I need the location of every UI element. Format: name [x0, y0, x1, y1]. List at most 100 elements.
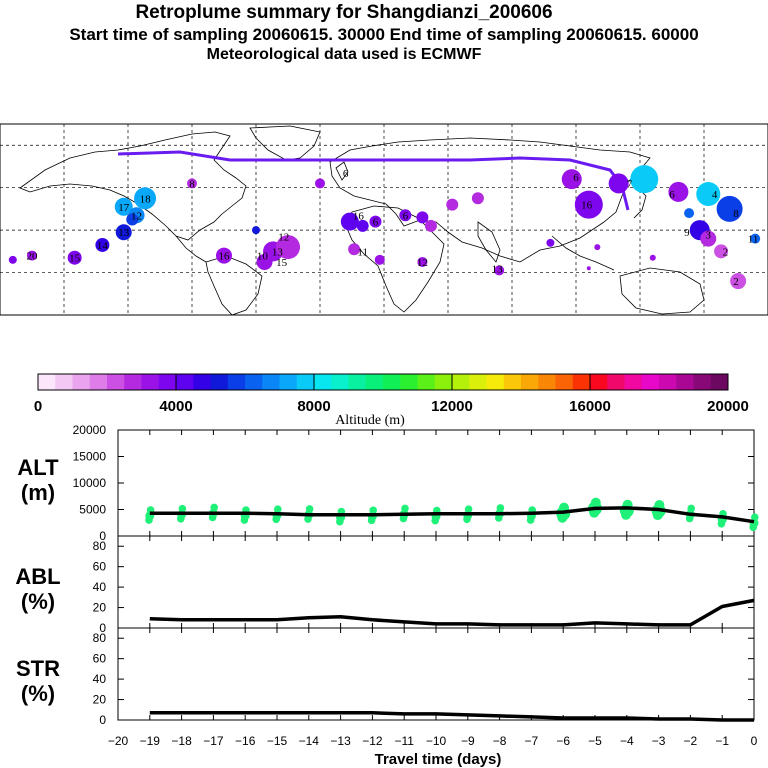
plume-point: [494, 265, 505, 276]
x-tick-label: −3: [652, 734, 666, 748]
altitude-scatter-point: [751, 513, 759, 521]
colorbar-cell: [383, 374, 401, 390]
y-tick-label: 10000: [73, 476, 107, 490]
colorbar-cell: [417, 374, 436, 390]
series-line-abl: [149, 598, 755, 627]
x-tick-label: −10: [426, 734, 447, 748]
plume-point: [252, 226, 260, 235]
colorbar-tick-label: 20000: [707, 398, 749, 415]
colorbar-tick-label: 8000: [297, 398, 330, 415]
plume-day-label: 13: [492, 263, 504, 275]
y-tick-label: 15000: [73, 450, 107, 464]
x-tick-label: −9: [461, 734, 475, 748]
y-tick-label: 80: [93, 539, 107, 553]
colorbar-cell: [348, 374, 367, 390]
plume-day-label: 2: [723, 246, 729, 258]
y-tick-label: 60: [93, 652, 107, 666]
panel-label-alt: ALT: [17, 455, 59, 480]
colorbar-cell: [193, 374, 211, 390]
y-tick-label: 80: [93, 631, 107, 645]
plume-point: [424, 219, 437, 232]
plume-day-label: 14: [97, 240, 109, 252]
x-tick-label: −8: [493, 734, 507, 748]
plume-day-label: 7: [627, 178, 633, 190]
plume-point: [417, 256, 428, 267]
plume-point: [216, 247, 232, 264]
plume-day-label: 9: [684, 227, 690, 239]
travel-time-axis: −20 −19 −18 −17 −16 −15 −14 −13 −12 −11 −10 −9 −8 −7−…: [108, 734, 758, 748]
plume-day-label: 12: [417, 257, 428, 269]
plume-points: [8, 165, 761, 290]
y-tick-label: 0: [99, 621, 106, 635]
x-axis-label: Travel time (days): [375, 751, 502, 768]
colorbar-tick-label: 16000: [569, 398, 611, 415]
plume-day-label: 16: [219, 251, 231, 263]
colorbar-cell: [210, 374, 229, 390]
plume-day-label: 13: [272, 246, 284, 258]
plume-point: [8, 255, 17, 264]
colorbar-label: Altitude (m): [335, 413, 405, 428]
x-tick-label: −17: [203, 734, 224, 748]
uk-coast: [335, 161, 349, 181]
altitude-scatter-point: [369, 506, 378, 515]
colorbar-cell: [452, 374, 470, 390]
colorbar-cell: [607, 374, 625, 390]
plume-point: [730, 273, 747, 290]
x-tick-label: −14: [299, 734, 320, 748]
plume-point: [67, 250, 82, 265]
plume-day-label: 6: [403, 210, 409, 222]
plume-day-label: 4: [712, 189, 718, 201]
coastlines: [19, 125, 705, 316]
colorbar-cell: [676, 374, 694, 390]
colorbar-cell: [55, 374, 73, 390]
x-tick-label: −1: [715, 734, 729, 748]
x-tick-label: −15: [267, 734, 288, 748]
y-tick-label: 20000: [73, 423, 107, 437]
plume-point: [27, 250, 37, 261]
panel-abl: 0 20 40 60 80 ABL(%): [15, 535, 755, 635]
altitude-scatter-point: [178, 504, 187, 513]
altitude-scatter-point: [496, 504, 505, 512]
plume-point: [649, 254, 656, 261]
plume-point: [714, 244, 729, 259]
altitude-scatter-point: [274, 505, 282, 514]
plume-day-label: 15: [276, 257, 288, 269]
colorbar-cell: [572, 374, 591, 390]
plume-point: [684, 208, 695, 219]
plume-point: [700, 230, 717, 247]
altitude-scatter-point: [464, 505, 473, 514]
x-tick-label: −2: [684, 734, 698, 748]
panel-alt: 0 5000 10000 15000 20000 ALT(m): [17, 423, 759, 543]
y-tick-label: 60: [93, 560, 107, 574]
colorbar-frame: [37, 373, 729, 391]
sampling-time-line: Start time of sampling 20060615. 30000 E…: [69, 25, 699, 44]
colorbar-tick-label: 4000: [159, 398, 192, 415]
colorbar-tick-label: 12000: [431, 398, 473, 415]
met-data-line: Meteorological data used is ECMWF: [206, 46, 482, 63]
plume-day-label: 16: [353, 210, 365, 222]
colorbar-cell: [245, 374, 263, 390]
y-tick-label: 0: [99, 529, 106, 543]
plume-day-label: 18: [140, 193, 152, 205]
colorbar-cell: [158, 374, 177, 390]
altitude-colorbar: 0 4000 8000 12000 16000 20000 Altitude (m): [34, 373, 749, 428]
colorbar-cell: [693, 374, 712, 390]
plume-point: [340, 212, 359, 231]
x-tick-label: −20: [108, 734, 129, 748]
plume-point: [416, 211, 429, 224]
plume-day-label: 13: [118, 227, 130, 239]
panel-label-abl: ABL: [15, 564, 60, 589]
x-tick-label: −4: [620, 734, 634, 748]
panel-unit-alt: (m): [21, 480, 55, 505]
plume-point: [696, 182, 721, 207]
plume-day-label: 6: [343, 168, 349, 180]
plume-day-label: 2: [733, 276, 739, 288]
panel-label-str: STR: [16, 656, 60, 681]
plume-point: [574, 190, 603, 219]
x-tick-label: −12: [362, 734, 383, 748]
plume-point: [399, 209, 412, 222]
colorbar-tick-label: 0: [34, 398, 42, 415]
plume-day-label: 16: [581, 200, 593, 212]
colorbar-cell: [538, 374, 556, 390]
